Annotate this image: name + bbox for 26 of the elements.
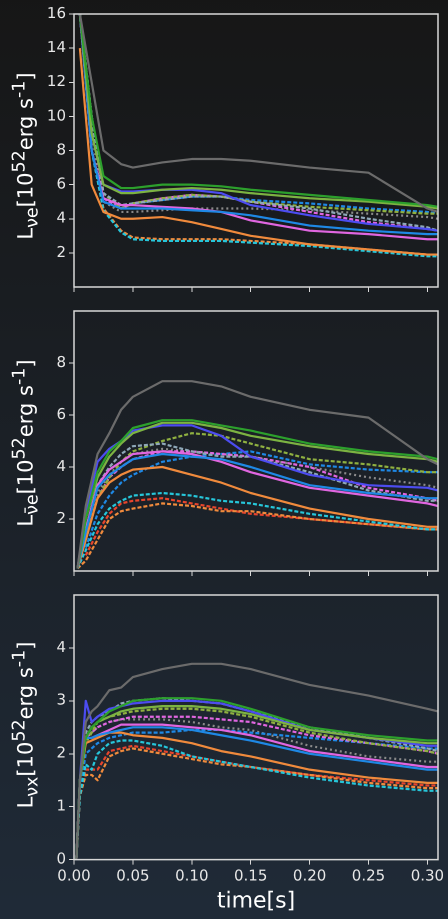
- y-tick-label: 4: [56, 638, 66, 656]
- x-tick-label: 0.30: [410, 866, 444, 884]
- x-tick-label: 0.15: [234, 866, 268, 884]
- y-tick-label: 4: [56, 208, 66, 227]
- y-tick-label: 10: [46, 106, 66, 124]
- y-tick-label: 6: [56, 174, 66, 193]
- y-tick-label: 2: [56, 744, 66, 762]
- y-tick-label: 6: [56, 404, 66, 423]
- x-tick-label: 0.10: [175, 866, 208, 884]
- line-series: [84, 497, 438, 556]
- y-tick-label: 0: [56, 849, 66, 868]
- y-tick-label: 16: [46, 4, 66, 22]
- y-tick-label: 2: [56, 508, 66, 527]
- y-tick-label: 8: [56, 140, 66, 158]
- y-tick-label: 12: [46, 72, 66, 90]
- y-tick-label: 2: [56, 242, 66, 261]
- x-axis-title: time[s]: [216, 888, 296, 914]
- y-tick-label: 4: [56, 456, 66, 475]
- y-tick-label: 14: [46, 38, 66, 56]
- y-tick-label: 1: [56, 796, 66, 815]
- x-tick-label: 0.00: [57, 866, 91, 884]
- y-tick-label: 8: [56, 352, 66, 371]
- y-tick-label: 3: [56, 690, 66, 709]
- x-tick-label: 0.25: [352, 866, 386, 884]
- x-tick-label: 0.05: [116, 866, 150, 884]
- x-tick-label: 0.20: [292, 866, 326, 884]
